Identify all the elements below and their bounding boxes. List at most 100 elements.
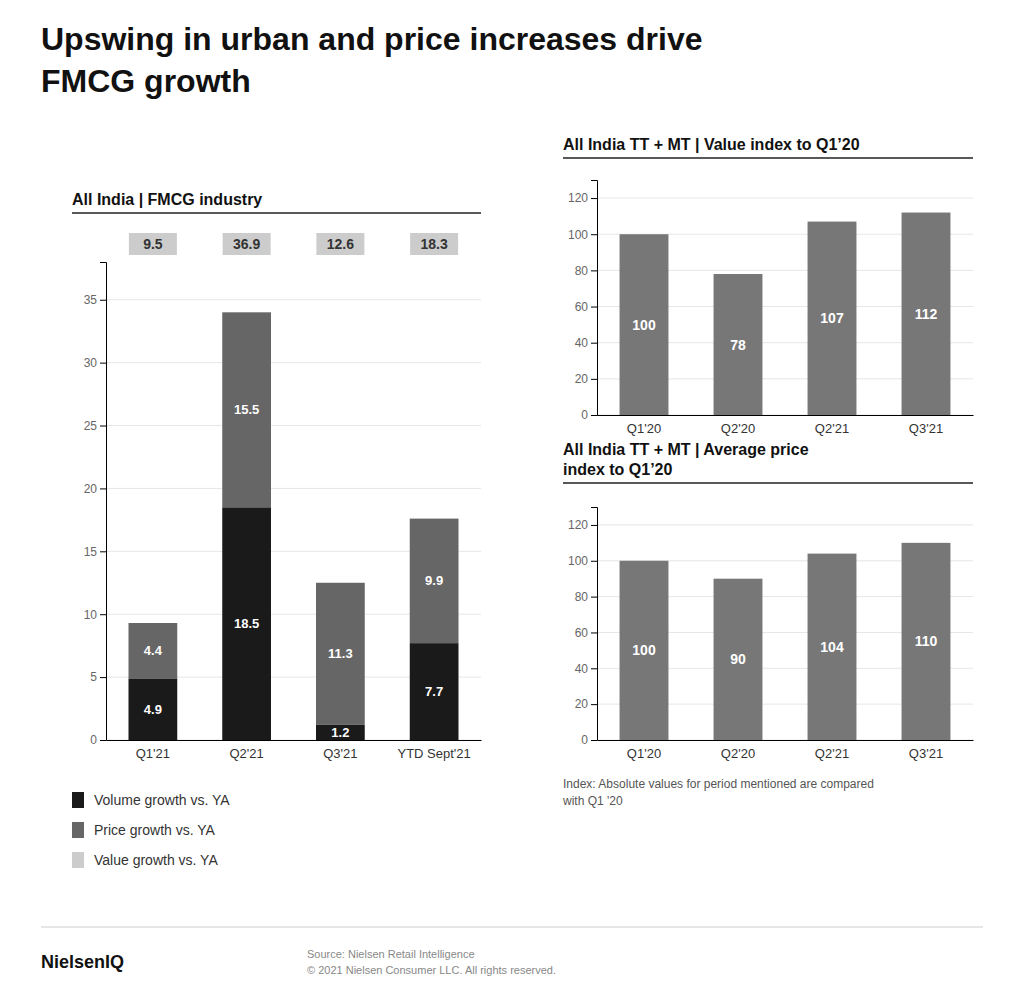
grid-line [106,488,481,489]
bar [410,643,459,740]
tick-label: 15 [84,545,98,559]
y-tick: 0 [581,733,597,747]
tick-label: 100 [568,554,588,568]
bar [808,554,857,740]
y-tick: 30 [84,356,106,370]
tick-mark [591,234,597,235]
annotation-line: Index: Absolute values for period mentio… [563,777,874,791]
legend-label: Price growth vs. YA [94,822,216,838]
y-tick: 35 [84,293,106,307]
axis-line [100,263,107,741]
tick-label: 0 [581,408,588,422]
chart-title-line: index to Q1’20 [563,461,672,478]
legend-swatch [72,822,84,838]
tick-mark [591,525,597,526]
tick-label: 0 [90,733,97,747]
bar [620,234,669,415]
tick-mark [100,614,106,615]
legend-label: Value growth vs. YA [94,852,218,868]
footer-text: NielsenIQ [41,952,124,972]
x-tick: Q3'21 [323,746,357,761]
tick-mark [591,379,597,380]
annotation: Index: Absolute values for period mentio… [562,777,874,808]
tick-mark [100,740,106,741]
data-label: 107 [820,310,844,326]
y-tick: 60 [575,300,597,314]
data-label: 7.7 [425,684,443,699]
chart-title-line: All India TT + MT | Average price [563,441,809,458]
x-tick: Q1'21 [136,746,170,761]
bars [620,213,951,415]
tick-label: 5 [90,670,97,684]
bar [222,507,271,740]
data-label: 9.9 [425,573,443,588]
bar [222,312,271,507]
y-tick: 120 [568,191,597,205]
data-labels: 4.918.51.27.74.415.511.39.9 [144,402,443,740]
axis-line [598,415,974,416]
y-tick: 25 [84,419,106,433]
tick-label: Q2'21 [815,746,849,761]
tick-label: 60 [575,300,589,314]
tick-label: 120 [568,191,588,205]
tick-label: Q1'21 [136,746,170,761]
x-tick: Q3'21 [909,746,943,761]
grid [597,198,973,415]
tick-label: 40 [575,662,589,676]
title-underline [563,482,973,484]
bar [902,543,951,740]
data-label: 90 [730,651,746,667]
y-tick: 100 [568,554,597,568]
tick-mark [591,704,597,705]
tick-mark [591,307,597,308]
chart-title: All India TT + MT | Average price index t… [563,441,809,478]
bar [620,561,669,740]
chart: All India TT + MT | Value index to Q1’20… [563,136,974,436]
bars [620,543,951,740]
data-label: 11.3 [328,646,353,661]
x-axis: Q1'20Q2'20Q2'21Q3'21 [598,416,974,437]
data-label: 100 [632,642,656,658]
footer-text-line: © 2021 Nielsen Consumer LLC. All rights … [307,964,556,976]
tick-label: Q1'20 [627,421,661,436]
grid-line [597,524,973,525]
figure: Upswing in urban and price increases dri… [0,0,1024,1002]
title-underline [563,157,973,159]
y-tick: 80 [575,264,597,278]
x-axis: Q1'21Q2'21Q3'21YTD Sept'21 [107,741,482,762]
axis-line [591,508,598,741]
total-label: 9.5 [143,236,163,252]
tick-label: Q3'21 [909,746,943,761]
tick-label: Q2'21 [815,421,849,436]
y-tick: 40 [575,662,597,676]
y-tick: 0 [90,733,106,747]
tick-mark [591,343,597,344]
tick-label: Q2'21 [229,746,263,761]
grid-line [106,425,481,426]
tick-label: Q3'21 [909,421,943,436]
y-tick: 20 [575,372,597,386]
page-title-line: Upswing in urban and price increases dri… [41,21,703,57]
total-box [410,233,458,255]
tick-mark [100,551,106,552]
grid [106,300,481,740]
x-tick: Q1'20 [627,421,661,436]
y-tick: 40 [575,336,597,350]
tick-label: 100 [568,228,588,242]
tick-label: 20 [575,372,589,386]
tick-label: 25 [84,419,98,433]
tick-mark [591,632,597,633]
chart: All India TT + MT | Average price index t… [562,441,974,808]
total-label: 36.9 [233,236,260,252]
tick-label: 20 [575,697,589,711]
tick-label: 20 [84,482,98,496]
data-label: 4.9 [144,702,162,717]
total-labels: 9.536.912.618.3 [129,233,458,255]
y-axis: 020406080100120 [568,508,598,748]
tick-label: 80 [575,590,589,604]
chart-title-line: All India TT + MT | Value index to Q1’20 [563,136,860,153]
data-label: 4.4 [144,643,163,658]
bars [129,312,459,740]
tick-label: 10 [84,608,98,622]
axis-line [598,740,974,741]
